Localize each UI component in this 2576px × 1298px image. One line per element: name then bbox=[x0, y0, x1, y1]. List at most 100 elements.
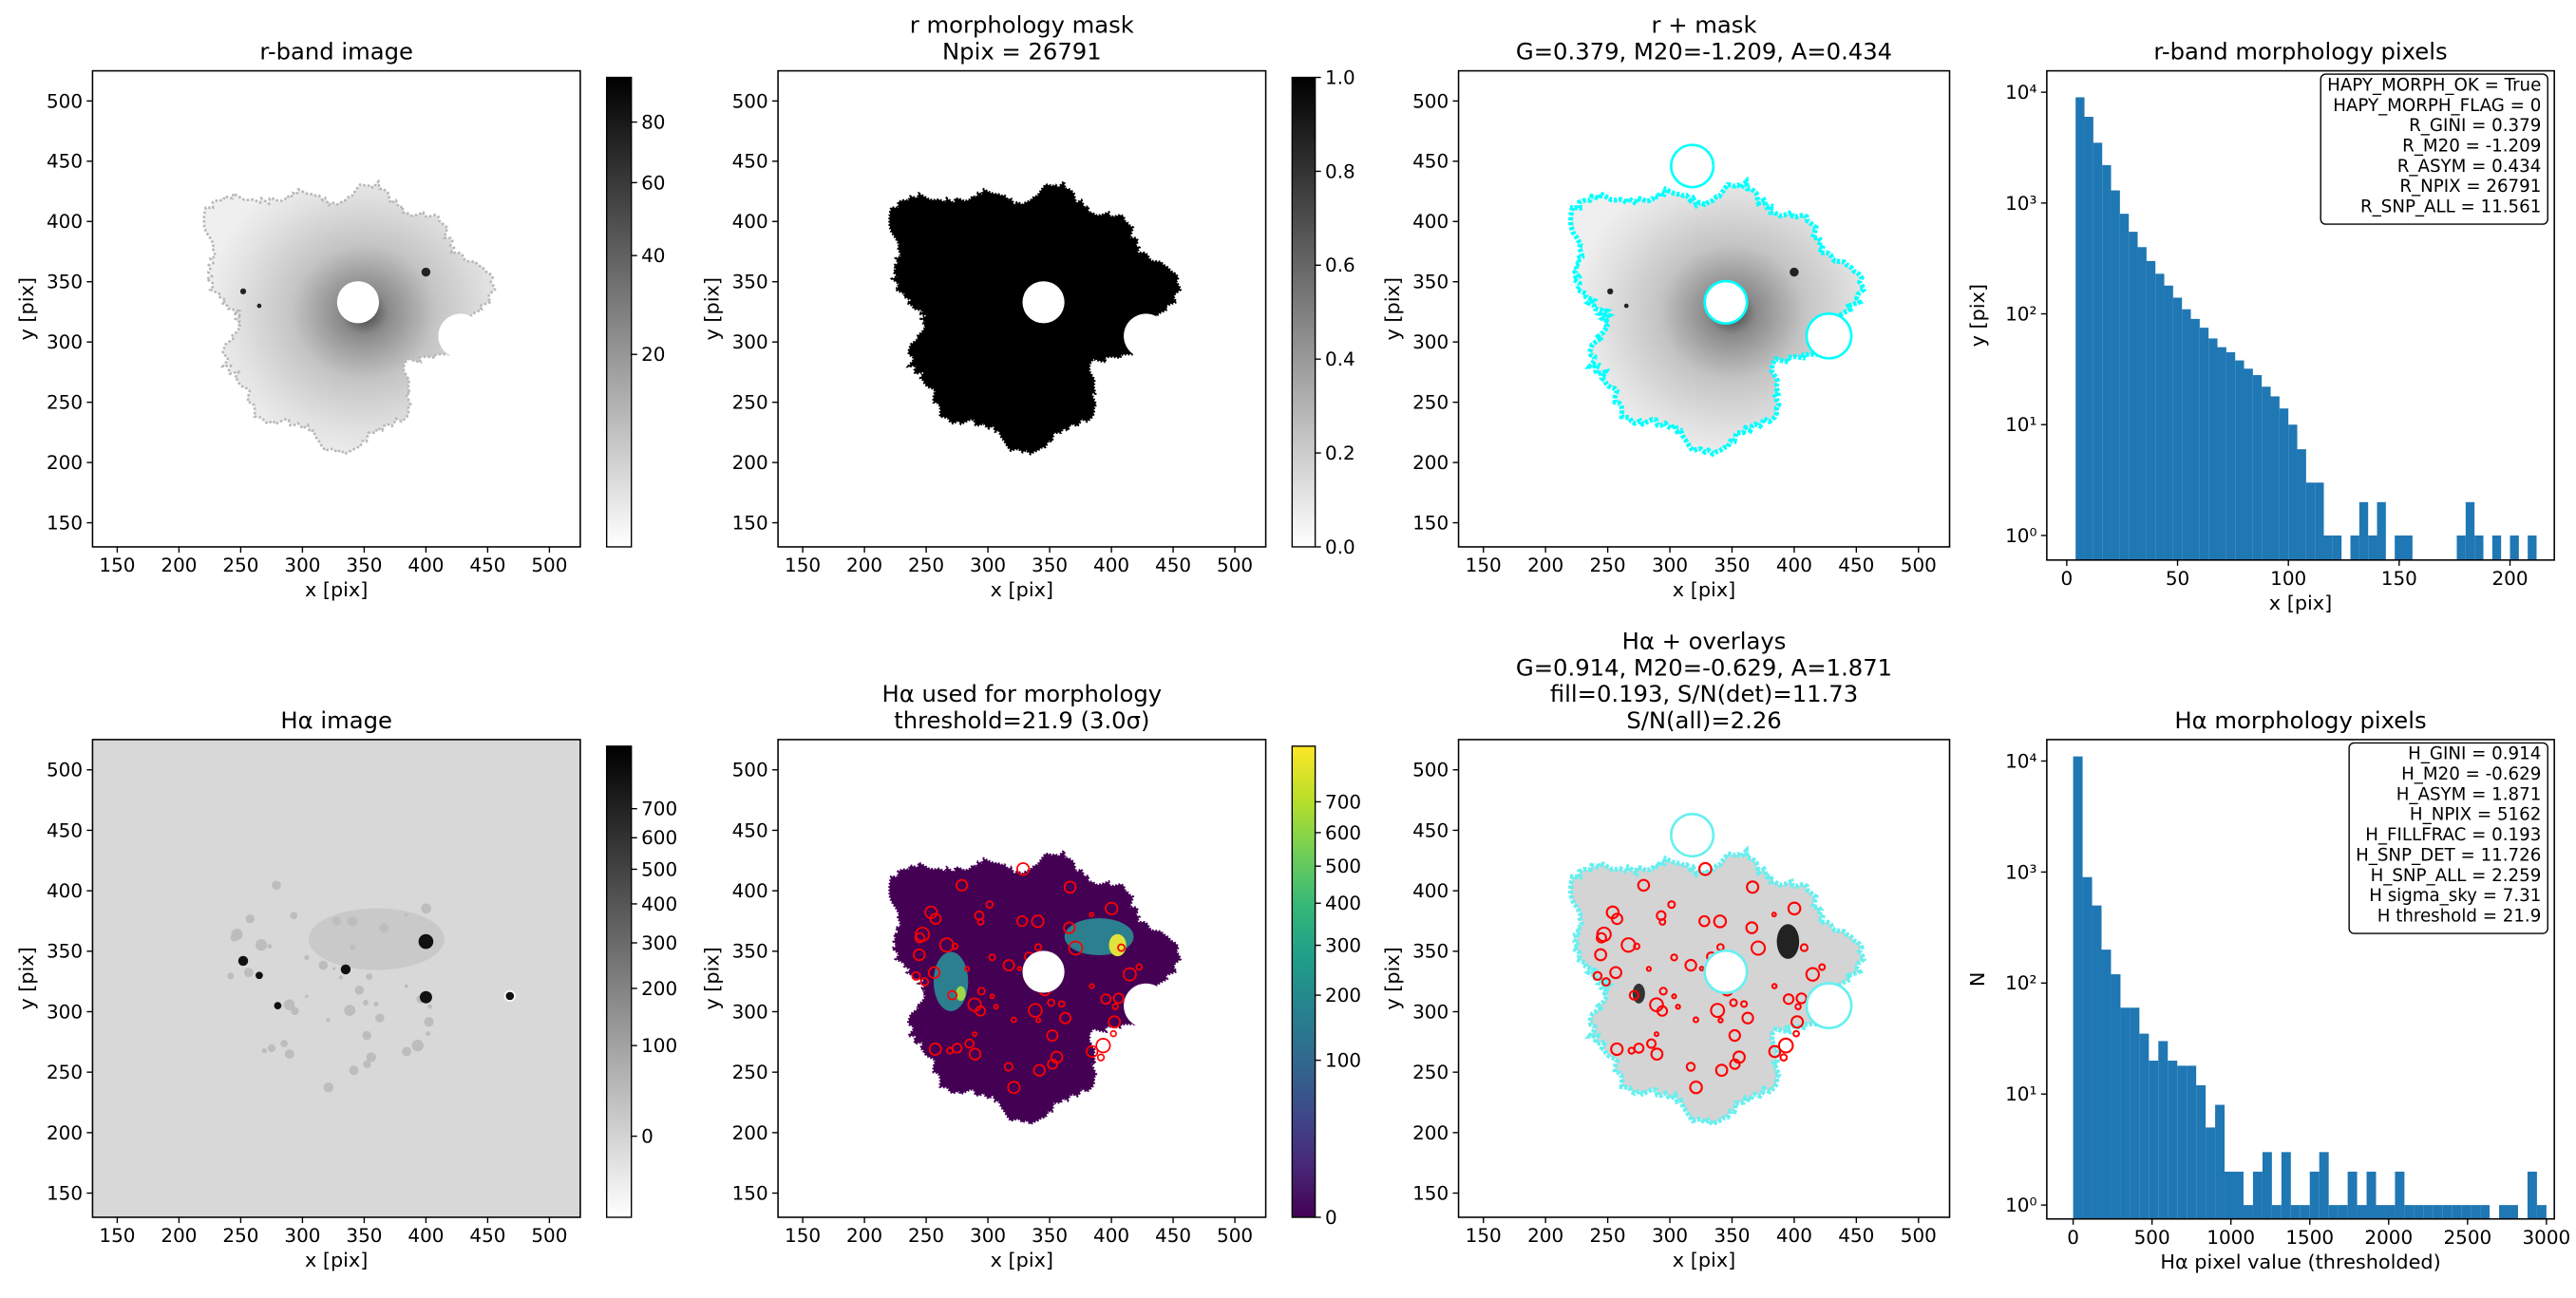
contour bbox=[1698, 914, 1711, 928]
x-tick-label: 400 bbox=[407, 554, 444, 576]
bar bbox=[2288, 424, 2298, 560]
bar bbox=[2471, 1205, 2481, 1219]
feature bbox=[373, 1001, 379, 1006]
annotation-line: H_NPIX = 5162 bbox=[2410, 805, 2541, 825]
bar bbox=[2084, 117, 2093, 560]
feature bbox=[404, 912, 408, 916]
x-tick-label: 400 bbox=[1776, 554, 1812, 576]
bar bbox=[2270, 396, 2280, 560]
contour bbox=[1610, 1042, 1624, 1057]
contour bbox=[1035, 1017, 1042, 1024]
bar bbox=[2328, 1205, 2339, 1219]
contour bbox=[1685, 1062, 1696, 1072]
bar bbox=[2168, 1061, 2178, 1219]
panel: 150 200 250 300 350 400 450 500 150 200 250 300 350 4… bbox=[1381, 11, 1951, 601]
feature bbox=[340, 964, 351, 975]
feature bbox=[1607, 288, 1614, 295]
contour bbox=[947, 989, 958, 1001]
contour bbox=[964, 966, 971, 972]
colorbar-tick-label: 500 bbox=[641, 857, 677, 880]
panel-title: r-band morphology pixels bbox=[2153, 37, 2447, 65]
feature bbox=[227, 972, 235, 980]
panel-title: threshold=21.9 (3.0σ) bbox=[894, 706, 1149, 734]
bar bbox=[2139, 1033, 2150, 1219]
feature bbox=[419, 990, 432, 1004]
colorbar-tick-label: 0.4 bbox=[1325, 348, 1355, 370]
bar bbox=[2226, 352, 2236, 560]
x-tick-label: 200 bbox=[161, 554, 197, 576]
panel: 150 200 250 300 350 400 450 500 150 200 250 300 350 4… bbox=[15, 706, 677, 1271]
feature bbox=[304, 954, 310, 961]
bar bbox=[2442, 1205, 2453, 1219]
feature bbox=[366, 973, 373, 981]
contour bbox=[914, 931, 926, 944]
contour bbox=[1100, 993, 1112, 1006]
feature bbox=[332, 967, 336, 970]
bar bbox=[2338, 1205, 2348, 1219]
contour bbox=[928, 1043, 942, 1056]
bar bbox=[2279, 408, 2289, 560]
mask-hole bbox=[1022, 950, 1065, 993]
y-tick-label: 300 bbox=[732, 1000, 768, 1023]
bar bbox=[2350, 535, 2359, 560]
feature bbox=[379, 923, 389, 932]
x-axis-label: x [pix] bbox=[991, 1249, 1053, 1271]
bar bbox=[2073, 756, 2083, 1219]
annotation-line: H_M20 = -0.629 bbox=[2401, 764, 2541, 784]
panel-title: G=0.914, M20=-0.629, A=1.871 bbox=[1516, 653, 1892, 681]
y-axis-label: y [pix] bbox=[1966, 284, 1989, 347]
contour bbox=[1032, 1063, 1046, 1077]
x-tick-label: 200 bbox=[2491, 567, 2528, 590]
bar bbox=[2190, 318, 2200, 560]
bar bbox=[2206, 1127, 2216, 1219]
feature bbox=[245, 914, 255, 924]
contour bbox=[1794, 1003, 1802, 1011]
bar bbox=[2499, 1205, 2510, 1219]
contour bbox=[1047, 1058, 1058, 1070]
feature bbox=[267, 944, 273, 950]
y-tick-label: 500 bbox=[732, 759, 768, 781]
contour bbox=[1675, 1004, 1681, 1010]
y-tick-label: 300 bbox=[1412, 1000, 1449, 1023]
contour bbox=[989, 993, 995, 1000]
y-tick-label: 350 bbox=[1412, 940, 1449, 963]
bar bbox=[2271, 1205, 2282, 1219]
contour bbox=[1057, 1000, 1066, 1008]
contour bbox=[1015, 862, 1031, 876]
bar bbox=[2196, 1084, 2207, 1219]
x-tick-label: 50 bbox=[2166, 567, 2189, 590]
bar bbox=[2093, 142, 2103, 560]
contour bbox=[1096, 1053, 1106, 1062]
x-tick-label: 450 bbox=[469, 554, 505, 576]
y-tick-label: 300 bbox=[1412, 330, 1449, 353]
feature bbox=[326, 1017, 331, 1023]
contour bbox=[1698, 966, 1705, 971]
bar bbox=[2177, 1065, 2188, 1219]
feature bbox=[503, 989, 516, 1002]
colorbar-tick-label: 40 bbox=[641, 244, 665, 267]
bar bbox=[2101, 950, 2112, 1219]
contour bbox=[1633, 942, 1641, 950]
colorbar-tick-label: 0.6 bbox=[1325, 254, 1355, 276]
panel-title: r + mask bbox=[1652, 11, 1757, 39]
colorbar-tick-label: 300 bbox=[1325, 933, 1361, 956]
bar bbox=[2332, 535, 2342, 560]
x-tick-label: 350 bbox=[346, 1224, 382, 1247]
feature bbox=[261, 1047, 268, 1054]
x-axis-label: x [pix] bbox=[2269, 592, 2332, 614]
bar bbox=[2377, 501, 2386, 560]
bar bbox=[2395, 1171, 2405, 1219]
x-tick-label: 450 bbox=[1155, 1224, 1191, 1247]
x-tick-label: 250 bbox=[222, 554, 258, 576]
bar bbox=[2164, 285, 2173, 560]
contour bbox=[911, 970, 921, 981]
feature bbox=[362, 1030, 371, 1041]
contour bbox=[1028, 1003, 1043, 1018]
y-tick-label: 400 bbox=[732, 879, 768, 902]
contour bbox=[1111, 1003, 1119, 1010]
x-tick-label: 450 bbox=[1838, 1224, 1874, 1247]
mask-hole bbox=[303, 144, 346, 187]
colorbar-tick-label: 200 bbox=[1325, 984, 1361, 1006]
feature bbox=[291, 1006, 299, 1016]
contour bbox=[964, 1038, 975, 1049]
